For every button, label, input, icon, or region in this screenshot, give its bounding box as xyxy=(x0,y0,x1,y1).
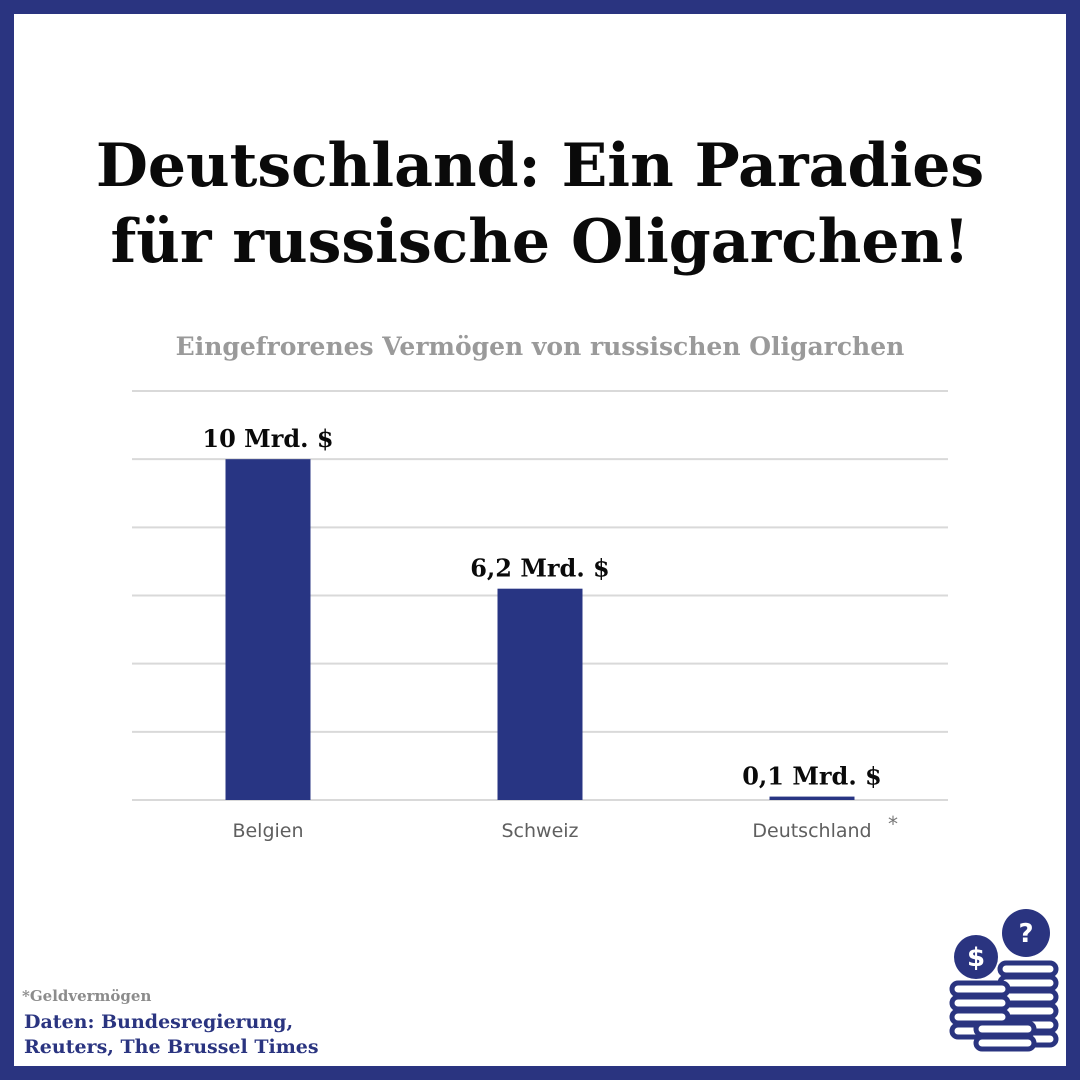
coin-stacks-icon: $ ? xyxy=(949,909,1059,1052)
category-label-deutschland: Deutschland xyxy=(752,820,871,842)
bar-deutschland xyxy=(769,796,855,800)
bar-belgien xyxy=(225,459,311,800)
data-label-schweiz: 6,2 Mrd. $ xyxy=(470,554,610,583)
title-line-1: Deutschland: Ein Paradies xyxy=(95,131,985,201)
page-title: Deutschland: Ein Paradies für russische … xyxy=(0,128,1080,280)
title-line-2: für russische Oligarchen! xyxy=(110,207,970,277)
data-label-deutschland: 0,1 Mrd. $ xyxy=(742,762,882,791)
source-line-1: Daten: Bundesregierung, xyxy=(24,1011,294,1033)
source-line-2: Reuters, The Brussel Times xyxy=(24,1036,319,1058)
category-label-schweiz: Schweiz xyxy=(501,820,578,842)
data-source: Daten: Bundesregierung, Reuters, The Bru… xyxy=(24,1010,344,1060)
bar-schweiz xyxy=(497,588,583,800)
svg-text:$: $ xyxy=(967,943,985,973)
category-label-belgien: Belgien xyxy=(232,820,303,842)
footnote-text: *Geldvermögen xyxy=(22,987,152,1005)
chart-title: Eingefrorenes Vermögen von russischen Ol… xyxy=(175,332,905,361)
svg-text:?: ? xyxy=(1018,919,1033,949)
data-label-belgien: 10 Mrd. $ xyxy=(202,424,333,453)
footnote-asterisk: * xyxy=(888,812,898,836)
